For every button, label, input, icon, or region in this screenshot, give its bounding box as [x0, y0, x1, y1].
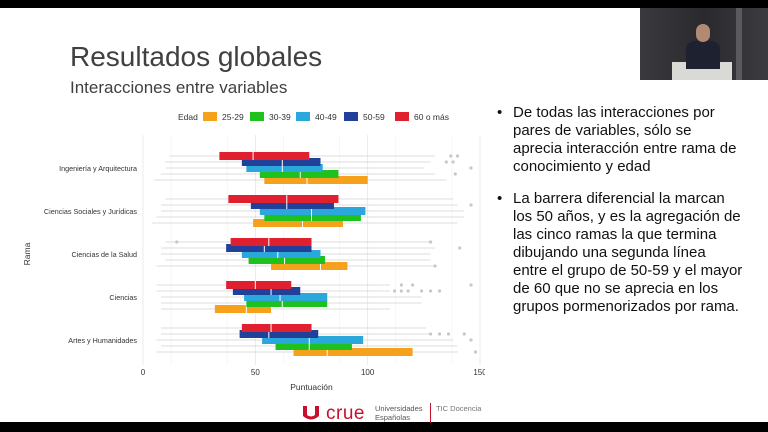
bullet-item: La barrera diferencial la marcan los 50 …: [493, 190, 743, 316]
box-60-o-más: [219, 152, 310, 160]
outlier-point: [428, 289, 433, 293]
box-40-49: [262, 336, 364, 344]
legend-label: 30-39: [269, 112, 291, 122]
box-60-o-más: [241, 324, 312, 332]
category-label: Ciencias de la Salud: [71, 250, 137, 259]
box-25-29: [264, 176, 368, 184]
category-label: Ciencias: [109, 293, 137, 302]
slide-subtitle: Interacciones entre variables: [70, 78, 288, 97]
outlier-point: [473, 350, 478, 354]
logo-subtitle: Universidades Españolas: [375, 404, 423, 422]
legend-swatch: [203, 112, 217, 121]
slide-title: Resultados globales: [70, 41, 323, 72]
bullet-item: De todas las interacciones por pares de …: [493, 104, 743, 176]
box-50-59: [241, 158, 321, 166]
video-presenter-head: [696, 24, 710, 42]
presenter-video-feed: [640, 8, 768, 80]
y-axis-label: Rama: [22, 242, 32, 265]
boxplot-chart: Edad 25-29 30-39 40-49 50-59 60 o más Ingenier…: [22, 112, 485, 392]
x-tick-label: 0: [141, 368, 146, 377]
box-40-49: [246, 164, 323, 172]
x-tick-label: 100: [361, 368, 375, 377]
box-25-29: [214, 305, 272, 313]
box-50-59: [239, 330, 319, 338]
outlier-point: [444, 160, 448, 164]
outlier-point: [399, 289, 403, 293]
video-wall-stripe: [736, 8, 742, 80]
box-30-39: [259, 170, 339, 178]
outlier-point: [428, 240, 433, 244]
outlier-point: [449, 154, 453, 158]
category-label: Artes y Humanidades: [68, 336, 137, 345]
legend-swatch: [250, 112, 264, 121]
legend-label: 40-49: [315, 112, 337, 122]
outlier-point: [406, 289, 410, 293]
video-presenter-body: [686, 41, 720, 69]
outlier-point: [453, 172, 457, 176]
x-axis-label: Puntuación: [290, 382, 333, 392]
outlier-point: [393, 289, 397, 293]
box-25-29: [293, 348, 413, 356]
legend-label: 25-29: [222, 112, 244, 122]
x-tick-label: 50: [251, 368, 260, 377]
outlier-point: [437, 289, 442, 293]
crue-logo-icon: [303, 406, 319, 420]
outlier-point: [437, 332, 442, 336]
legend-label: 50-59: [363, 112, 385, 122]
box-30-39: [246, 299, 328, 307]
box-60-o-más: [228, 195, 339, 203]
logo-separator: [430, 403, 431, 423]
legend-swatch: [395, 112, 409, 121]
outlier-point: [469, 283, 473, 287]
outlier-point: [455, 154, 460, 158]
legend-swatch: [296, 112, 310, 121]
outlier-point: [411, 283, 415, 287]
box-30-39: [264, 213, 361, 221]
x-tick-label: 150: [473, 368, 485, 377]
outlier-point: [446, 332, 451, 336]
outlier-point: [469, 203, 473, 207]
logo-tic-docencia: TIC Docencia: [436, 404, 482, 413]
outlier-point: [433, 264, 437, 268]
bullet-list: De todas las interacciones por pares de …: [493, 104, 743, 330]
box-50-59: [250, 201, 334, 209]
box-50-59: [232, 287, 301, 295]
outlier-point: [458, 246, 462, 250]
legend-swatch: [344, 112, 358, 121]
outlier-point: [399, 283, 403, 287]
outlier-point: [451, 160, 455, 164]
outlier-point: [175, 240, 179, 244]
box-30-39: [275, 342, 352, 350]
box-40-49: [241, 250, 321, 258]
outlier-point: [428, 332, 433, 336]
legend-title: Edad: [178, 112, 198, 122]
box-60-o-más: [226, 281, 292, 289]
outlier-point: [462, 332, 466, 336]
box-30-39: [248, 256, 325, 264]
box-40-49: [259, 207, 366, 215]
outlier-point: [469, 166, 473, 170]
category-label: Ciencias Sociales y Jurídicas: [44, 207, 137, 216]
category-label: Ingeniería y Arquitectura: [59, 164, 137, 173]
legend-label: 60 o más: [414, 112, 449, 122]
outlier-point: [419, 289, 424, 293]
box-40-49: [244, 293, 328, 301]
box-25-29: [253, 219, 343, 227]
outlier-point: [469, 338, 473, 342]
box-60-o-más: [230, 238, 312, 246]
logo-wordmark: crue: [326, 403, 365, 424]
box-25-29: [271, 262, 348, 270]
box-50-59: [226, 244, 312, 252]
